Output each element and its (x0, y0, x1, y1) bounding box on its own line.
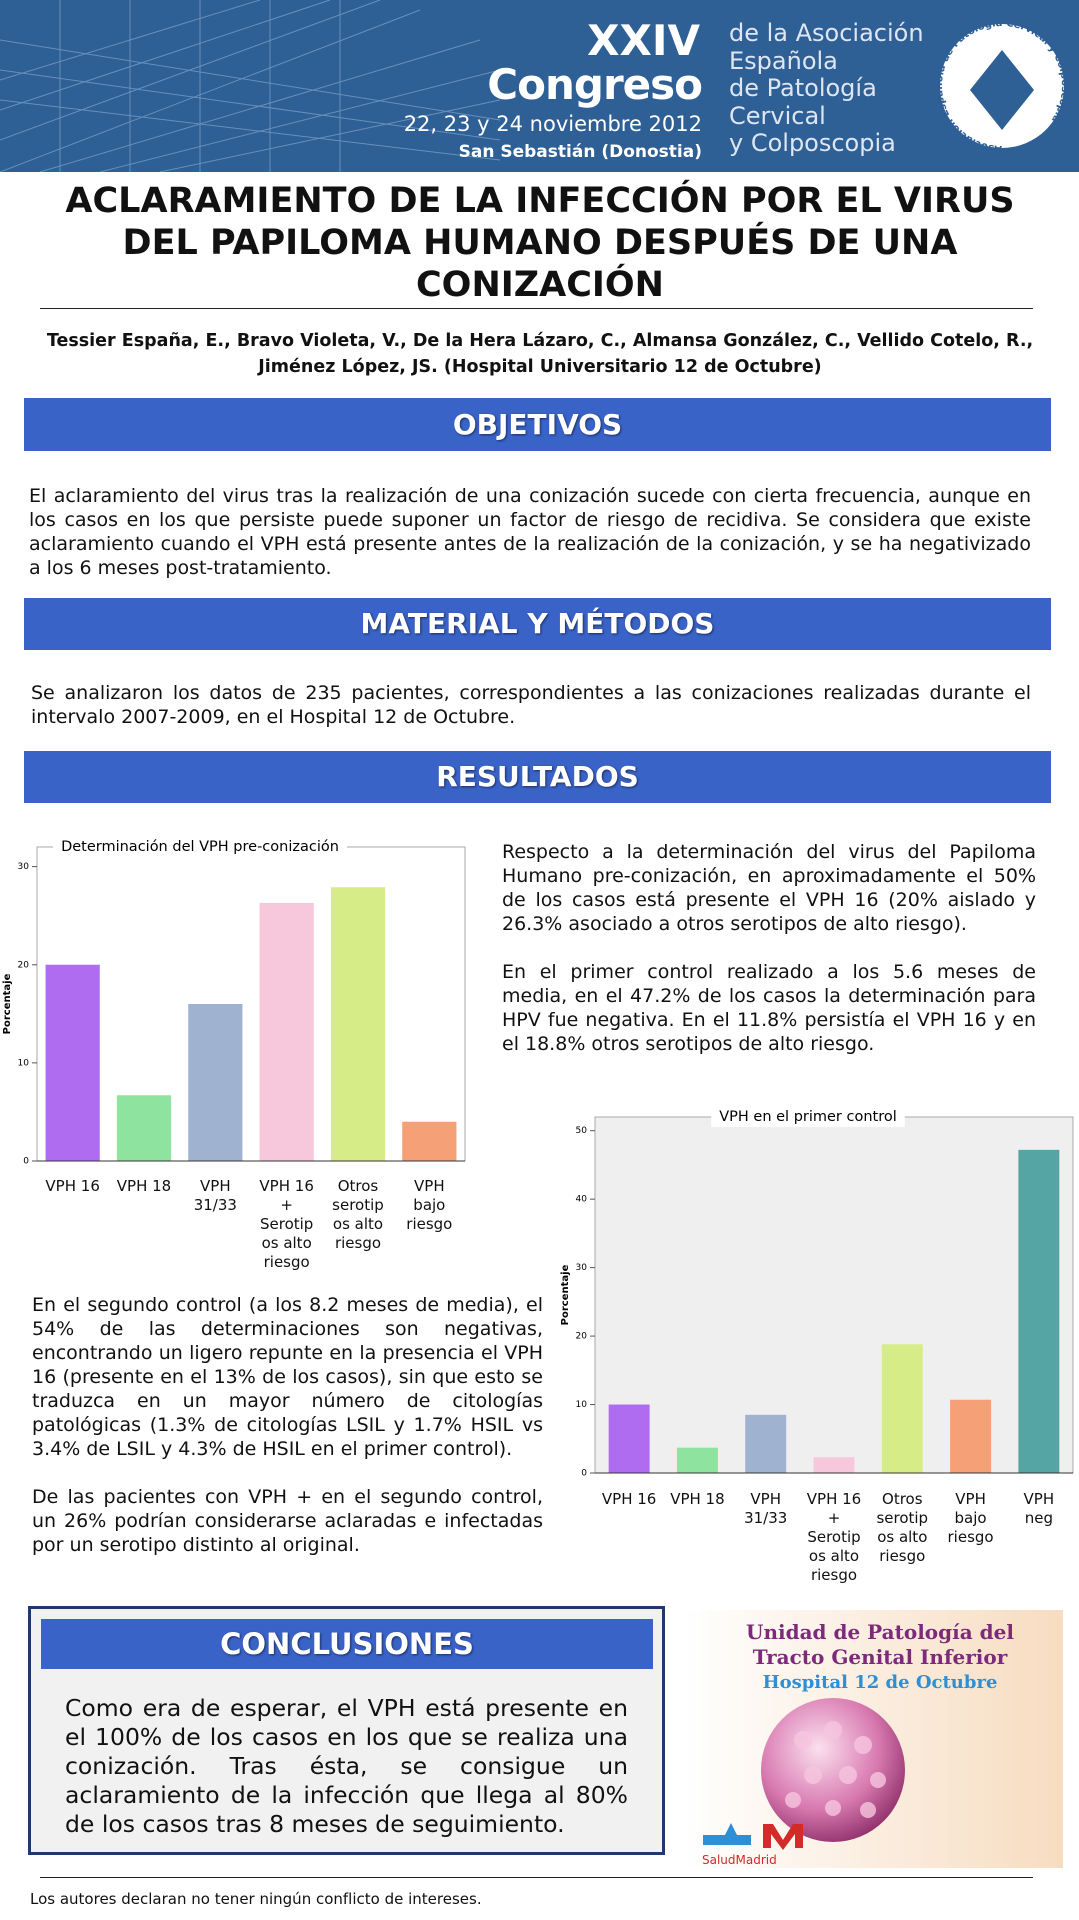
chart-title: VPH en el primer control (719, 1109, 897, 1125)
y-tick-label: 40 (576, 1195, 588, 1205)
place: San Sebastián (Donostia) (458, 142, 702, 162)
x-tick-label: VPH 16 + Serotipos alto riesgo (259, 1177, 314, 1271)
bar (881, 1344, 923, 1473)
x-tick-label-box: VPH 16 (601, 1490, 657, 1508)
association-line: de Patología (729, 74, 877, 102)
poster-title: ACLARAMIENTO DE LA INFECCIÓN POR EL VIRU… (65, 181, 1015, 305)
y-tick-label: 50 (576, 1126, 588, 1136)
x-tick-label-box: VPH 18 (116, 1177, 172, 1195)
x-tick-label-box: VPH 31/33 (193, 1177, 237, 1214)
x-tick-label-box: VPH bajo riesgo (406, 1177, 453, 1233)
chart-title-bg (53, 837, 347, 857)
x-tick-label-box: VPH neg (1023, 1490, 1055, 1527)
y-tick-label: 30 (576, 1263, 588, 1273)
paragraph: Respecto a la determinación del virus de… (502, 841, 1036, 935)
y-tick-label: 30 (18, 862, 30, 872)
section-heading: CONCLUSIONES (41, 1619, 653, 1669)
x-tick-label: VPH 16 (601, 1490, 657, 1508)
chart: 0 10 20 30 Porcentaje VPH 16 VPH 18 VPH 31/33 VP… (2, 837, 466, 1271)
x-tick-label-box: VPH 16 (45, 1177, 100, 1195)
x-tick-label: VPH 16 (45, 1177, 100, 1195)
x-tick-label: Otros serotipos alto riesgo (332, 1177, 384, 1252)
y-axis-label: Porcentaje (2, 973, 13, 1034)
paragraph: En el primer control realizado a los 5.6… (502, 961, 1036, 1055)
bar (188, 1004, 243, 1161)
header-art: Asociación Española de Patología Cervica… (0, 0, 1070, 172)
plot-area (36, 846, 466, 1162)
footer-rule (40, 1877, 1033, 1878)
chart-title: Determinación del VPH pre-conización (61, 839, 339, 855)
x-tick-label: VPH bajo riesgo (947, 1490, 994, 1546)
bar (608, 1404, 650, 1473)
plot-area (594, 1116, 1074, 1474)
authors: Tessier España, E., Bravo Violeta, V., D… (46, 331, 1034, 377)
unit-logo (683, 1610, 1063, 1868)
x-tick-label: VPH 31/33 (744, 1490, 788, 1527)
y-tick-label: 0 (581, 1469, 587, 1479)
conclusions-text: Como era de esperar, el VPH está present… (65, 1694, 628, 1838)
x-tick-label-box: Otros serotipos alto riesgo (332, 1177, 384, 1252)
results-right: Respecto a la determinación del virus de… (502, 840, 1036, 1080)
x-tick-label-box: VPH 18 (670, 1490, 725, 1508)
x-tick-label: VPH bajo riesgo (406, 1177, 453, 1233)
y-tick-label: 0 (23, 1157, 29, 1167)
chart: 0 10 20 30 40 50 Porcentaje VPH 16 VPH 18 VPH 31/… (560, 1107, 1074, 1584)
association: de la Asociación Española de Patología Cerv… (729, 19, 924, 158)
chart-title-bg (711, 1107, 905, 1127)
section-heading: OBJETIVOS (24, 398, 1051, 451)
x-tick-label: VPH 18 (116, 1177, 172, 1195)
header-banner: Asociación Española de Patología Cervica… (0, 0, 1079, 172)
logo-line: Hospital 12 de Octubre (762, 1672, 998, 1693)
y-tick-label: 10 (576, 1400, 588, 1410)
x-tick-label: VPH neg (1023, 1490, 1055, 1527)
x-tick-label: VPH 18 (670, 1490, 725, 1508)
x-tick-label-box: VPH bajo riesgo (947, 1490, 994, 1546)
objetivos-text: El aclaramiento del virus tras la realiz… (29, 485, 1031, 579)
section-heading: MATERIAL Y MÉTODOS (24, 598, 1051, 650)
paragraph: En el segundo control (a los 8.2 meses d… (32, 1294, 543, 1460)
logo-line: Tracto Genital Inferior (752, 1645, 1008, 1669)
bar (116, 1095, 172, 1161)
bar (950, 1399, 992, 1473)
results-left: En el segundo control (a los 8.2 meses d… (32, 1293, 543, 1581)
bar (1018, 1149, 1060, 1473)
association-line: y Colposcopia (729, 129, 896, 157)
x-tick-label: VPH 16 + Serotipos alto riesgo (806, 1490, 862, 1584)
x-tick-label: VPH 31/33 (193, 1177, 237, 1214)
bar (330, 887, 386, 1161)
bar (259, 902, 314, 1161)
x-tick-label-box: Otros serotipos alto riesgo (876, 1490, 929, 1565)
bar (745, 1414, 787, 1473)
association-line: Española (729, 46, 838, 75)
y-tick-label: 20 (18, 960, 30, 970)
bar (676, 1447, 718, 1473)
event: Congreso (487, 60, 703, 109)
unit-logo-text: Unidad de Patología del Tracto Genital I… (700, 1620, 1060, 1695)
x-tick-label-box: VPH 16 + Serotipos alto riesgo (259, 1177, 314, 1271)
bar (402, 1121, 457, 1161)
x-tick-label-box: VPH 16 + Serotipos alto riesgo (806, 1490, 862, 1584)
bar (45, 964, 100, 1161)
x-tick-label-box: VPH 31/33 (744, 1490, 788, 1527)
association-line: de la Asociación (729, 19, 924, 47)
footer: Los autores declaran no tener ningún con… (30, 1890, 482, 1908)
section-heading: RESULTADOS (24, 751, 1051, 803)
logo-line: Unidad de Patología del (746, 1620, 1014, 1644)
brand: SaludMadrid (702, 1853, 777, 1867)
bar (813, 1457, 855, 1473)
y-axis-label: Porcentaje (560, 1264, 571, 1325)
association-line: Cervical (729, 101, 826, 130)
paragraph: De las pacientes con VPH + en el segundo… (32, 1486, 543, 1556)
material-text: Se analizaron los datos de 235 pacientes… (31, 682, 1031, 728)
edition: XXIV (587, 16, 700, 65)
dates: 22, 23 y 24 noviembre 2012 (403, 112, 702, 136)
y-tick-label: 20 (576, 1332, 588, 1342)
title-rule (40, 308, 1033, 309)
x-tick-label: Otros serotipos alto riesgo (876, 1490, 929, 1565)
y-tick-label: 10 (18, 1058, 30, 1068)
